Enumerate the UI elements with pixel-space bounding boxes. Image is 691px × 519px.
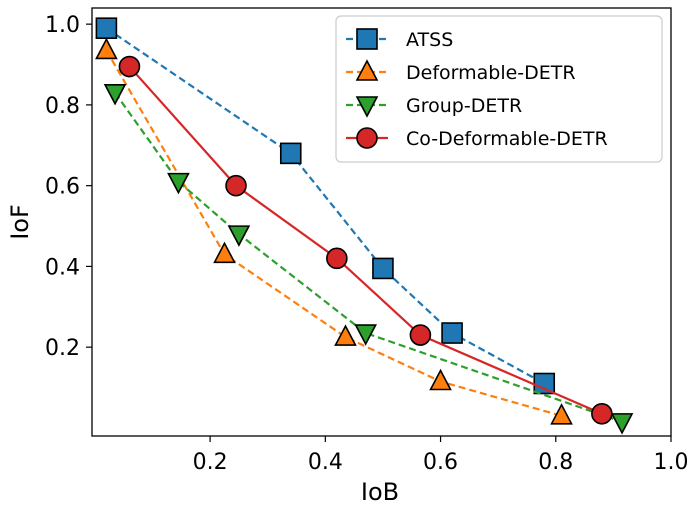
legend-marker bbox=[356, 28, 378, 50]
x-tick-label: 0.8 bbox=[538, 450, 573, 475]
x-tick-label: 0.2 bbox=[193, 450, 228, 475]
y-tick-label: 1.0 bbox=[45, 13, 80, 38]
data-point bbox=[279, 142, 302, 165]
data-point bbox=[167, 172, 190, 195]
legend-marker bbox=[355, 59, 379, 81]
data-point bbox=[227, 225, 251, 247]
series-line bbox=[105, 49, 562, 417]
data-point bbox=[95, 17, 118, 39]
x-tick-label: 1.0 bbox=[654, 450, 689, 475]
legend-marker bbox=[355, 96, 379, 118]
y-axis-label: IoF bbox=[6, 204, 34, 240]
data-point bbox=[103, 83, 127, 106]
data-point bbox=[441, 322, 463, 344]
legend: ATSS Deformable-DETR Group-DETR Co-Deformab… bbox=[335, 15, 663, 163]
legend-entry: ATSS bbox=[346, 28, 453, 51]
data-point bbox=[591, 402, 613, 425]
y-tick-label: 0.4 bbox=[45, 255, 80, 280]
legend-label: Group-DETR bbox=[406, 95, 522, 117]
data-point bbox=[372, 257, 394, 280]
x-axis-label: IoB bbox=[361, 478, 399, 506]
data-point bbox=[334, 324, 357, 346]
series-group-detr bbox=[103, 83, 634, 435]
x-tick-label: 0.6 bbox=[423, 450, 458, 475]
legend-frame bbox=[335, 15, 663, 163]
data-point bbox=[326, 247, 348, 270]
plot-area bbox=[95, 17, 634, 435]
legend-label: ATSS bbox=[406, 29, 453, 51]
legend-entry: Co-Deformable-DETR bbox=[346, 127, 608, 150]
data-point bbox=[533, 372, 556, 395]
data-point bbox=[409, 324, 432, 346]
legend-entry: Deformable-DETR bbox=[346, 59, 576, 84]
y-tick-label: 0.8 bbox=[45, 94, 80, 119]
plot-frame bbox=[91, 7, 672, 437]
legend-entry: Group-DETR bbox=[346, 95, 522, 118]
x-tick-label: 0.4 bbox=[308, 450, 343, 475]
legend-label: Deformable-DETR bbox=[406, 62, 576, 84]
data-point bbox=[213, 241, 236, 264]
data-point bbox=[610, 413, 634, 435]
series-co-deformable-detr bbox=[118, 55, 613, 425]
data-point bbox=[225, 174, 247, 197]
series-deformable-detr bbox=[95, 37, 573, 425]
legend-marker bbox=[356, 127, 378, 149]
axes: 0.2 0.4 0.6 0.8 1.0 0.2 0.4 0.6 0.8 1.0 bbox=[45, 7, 689, 475]
data-point bbox=[95, 37, 118, 60]
series-atss bbox=[95, 17, 556, 395]
legend-label: Co-Deformable-DETR bbox=[406, 128, 608, 150]
series-line bbox=[105, 27, 545, 385]
data-point bbox=[550, 403, 573, 425]
data-point bbox=[429, 368, 452, 391]
y-tick-label: 0.2 bbox=[45, 336, 80, 361]
data-point bbox=[354, 324, 377, 346]
y-tick-label: 0.6 bbox=[45, 175, 80, 200]
data-point bbox=[118, 55, 141, 78]
